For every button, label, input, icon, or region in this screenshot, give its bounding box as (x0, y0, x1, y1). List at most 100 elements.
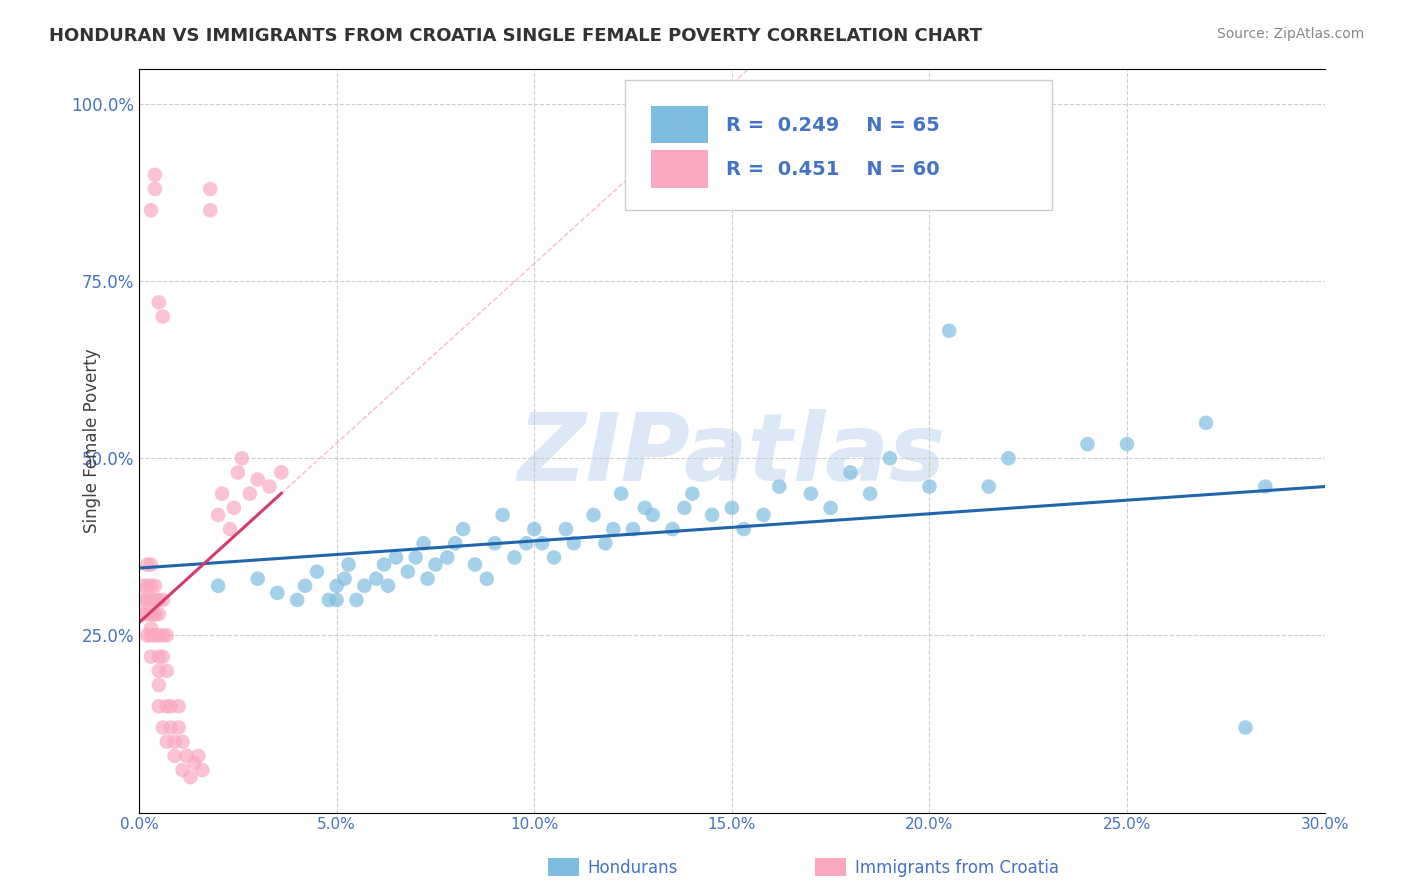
Point (543, 550, 565, 565)
Point (167, 699, 190, 714)
Point (143, 182, 166, 196)
Point (143, 593, 166, 607)
Point (139, 593, 162, 607)
Point (211, 486, 233, 500)
Point (377, 579, 399, 593)
Point (139, 607, 162, 621)
Point (444, 536, 467, 550)
Point (768, 480, 790, 494)
Point (503, 550, 526, 565)
Point (139, 628, 162, 642)
Point (582, 508, 605, 522)
Point (800, 486, 823, 500)
Text: Hondurans: Hondurans (588, 859, 678, 877)
Point (634, 500, 657, 515)
Point (163, 748, 186, 763)
Point (231, 451, 253, 466)
Point (859, 486, 882, 500)
Point (373, 558, 395, 572)
Point (416, 572, 439, 586)
Point (839, 466, 862, 480)
Point (187, 748, 209, 763)
Point (733, 522, 755, 536)
Point (285, 593, 308, 607)
Point (183, 756, 205, 770)
Text: Source: ZipAtlas.com: Source: ZipAtlas.com (1216, 27, 1364, 41)
Point (148, 628, 170, 642)
Point (176, 748, 198, 763)
Point (602, 522, 624, 536)
Point (346, 593, 368, 607)
Point (270, 466, 292, 480)
Point (156, 664, 179, 678)
Point (259, 480, 281, 494)
Point (152, 593, 174, 607)
Text: ZIPatlas: ZIPatlas (517, 409, 946, 501)
Point (977, 480, 1000, 494)
Point (148, 649, 170, 664)
Point (200, 182, 222, 196)
Point (136, 558, 159, 572)
Point (464, 558, 486, 572)
Point (246, 473, 269, 487)
Point (523, 522, 546, 536)
Text: Single Female Poverty: Single Female Poverty (83, 348, 101, 533)
Point (294, 579, 316, 593)
Point (136, 579, 159, 593)
Point (156, 699, 179, 714)
Point (1195, 416, 1218, 430)
Point (938, 324, 960, 338)
Point (515, 536, 537, 550)
Point (156, 628, 179, 642)
Bar (651, 106, 709, 143)
Point (385, 550, 408, 565)
Point (136, 607, 159, 621)
Point (1116, 437, 1139, 451)
Point (325, 579, 347, 593)
Point (681, 486, 703, 500)
Point (491, 508, 513, 522)
Point (412, 536, 434, 550)
Point (226, 466, 249, 480)
Text: Immigrants from Croatia: Immigrants from Croatia (855, 859, 1059, 877)
Point (305, 565, 328, 579)
Point (366, 572, 388, 586)
Point (172, 763, 194, 777)
Point (405, 550, 427, 565)
Text: R =  0.451    N = 60: R = 0.451 N = 60 (725, 161, 939, 179)
Point (918, 480, 941, 494)
Point (562, 536, 585, 550)
Point (148, 664, 170, 678)
Point (143, 628, 166, 642)
Point (353, 579, 375, 593)
Point (610, 486, 633, 500)
Point (246, 572, 269, 586)
Point (1234, 721, 1257, 735)
Point (475, 572, 498, 586)
Point (132, 593, 155, 607)
Point (159, 699, 181, 714)
Point (132, 607, 155, 621)
Point (595, 536, 617, 550)
Point (207, 579, 229, 593)
Point (752, 508, 775, 522)
Point (484, 536, 506, 550)
Point (661, 522, 683, 536)
Point (673, 500, 696, 515)
Point (333, 572, 356, 586)
Point (191, 763, 214, 777)
Point (143, 607, 166, 621)
Point (179, 770, 201, 784)
Bar (651, 151, 709, 187)
FancyBboxPatch shape (626, 79, 1052, 210)
Point (172, 734, 194, 748)
Point (139, 203, 162, 218)
Point (820, 500, 842, 515)
Point (139, 558, 162, 572)
Point (159, 721, 181, 735)
Point (425, 558, 447, 572)
Point (531, 536, 554, 550)
Point (879, 451, 901, 466)
Point (1076, 437, 1098, 451)
Point (139, 649, 162, 664)
